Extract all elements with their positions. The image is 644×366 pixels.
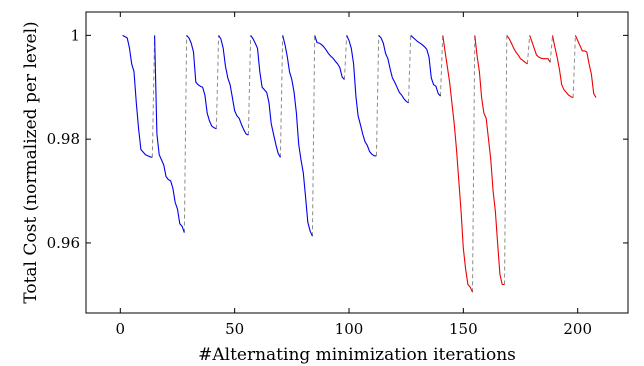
reset-line-11 [471, 35, 476, 293]
reset-line-10 [439, 35, 444, 97]
series-line-5 [250, 35, 281, 158]
x-tick-label: 100 [335, 320, 364, 338]
x-axis-label: #Alternating minimization iterations [198, 345, 516, 365]
series-line-1 [122, 34, 153, 158]
series-line-16 [574, 35, 597, 98]
reset-line-6 [311, 35, 316, 237]
series-line-11 [442, 35, 474, 293]
x-tick-label: 200 [563, 320, 592, 338]
reset-lines-group [151, 35, 576, 293]
reset-line-13 [526, 35, 531, 64]
x-tick-label: 0 [116, 320, 126, 338]
series-line-8 [346, 35, 377, 157]
y-tick-label: 0.96 [47, 234, 80, 252]
reset-line-2 [183, 35, 188, 233]
reset-line-8 [375, 35, 380, 156]
y-tick-label: 0.98 [47, 130, 80, 148]
reset-line-3 [215, 35, 220, 129]
ticks-group: 0 50 100 150 200 0.96 0.98 1 [47, 12, 628, 338]
y-tick-label: 1 [70, 26, 80, 44]
reset-line-12 [504, 35, 508, 285]
series-line-2 [154, 35, 185, 233]
series-line-9 [378, 35, 409, 104]
series-line-7 [314, 35, 345, 80]
reset-line-5 [279, 35, 284, 158]
y-axis-label: Total Cost (normalized per level) [21, 21, 41, 303]
series-line-12 [474, 35, 505, 286]
reset-line-14 [549, 35, 554, 63]
series-line-15 [551, 35, 574, 99]
reset-line-7 [343, 35, 348, 80]
x-tick-label: 150 [449, 320, 478, 338]
x-tick-label: 50 [225, 320, 244, 338]
series-lines-group [122, 34, 597, 293]
series-line-13 [506, 35, 528, 65]
reset-line-15 [572, 35, 576, 98]
reset-line-9 [407, 35, 412, 103]
series-line-14 [529, 35, 551, 63]
reset-line-1 [151, 35, 156, 158]
series-line-4 [218, 35, 249, 136]
plot-frame [85, 11, 629, 314]
series-line-6 [282, 35, 313, 237]
series-line-3 [186, 35, 217, 130]
reset-line-4 [247, 35, 252, 136]
series-line-10 [410, 34, 441, 97]
